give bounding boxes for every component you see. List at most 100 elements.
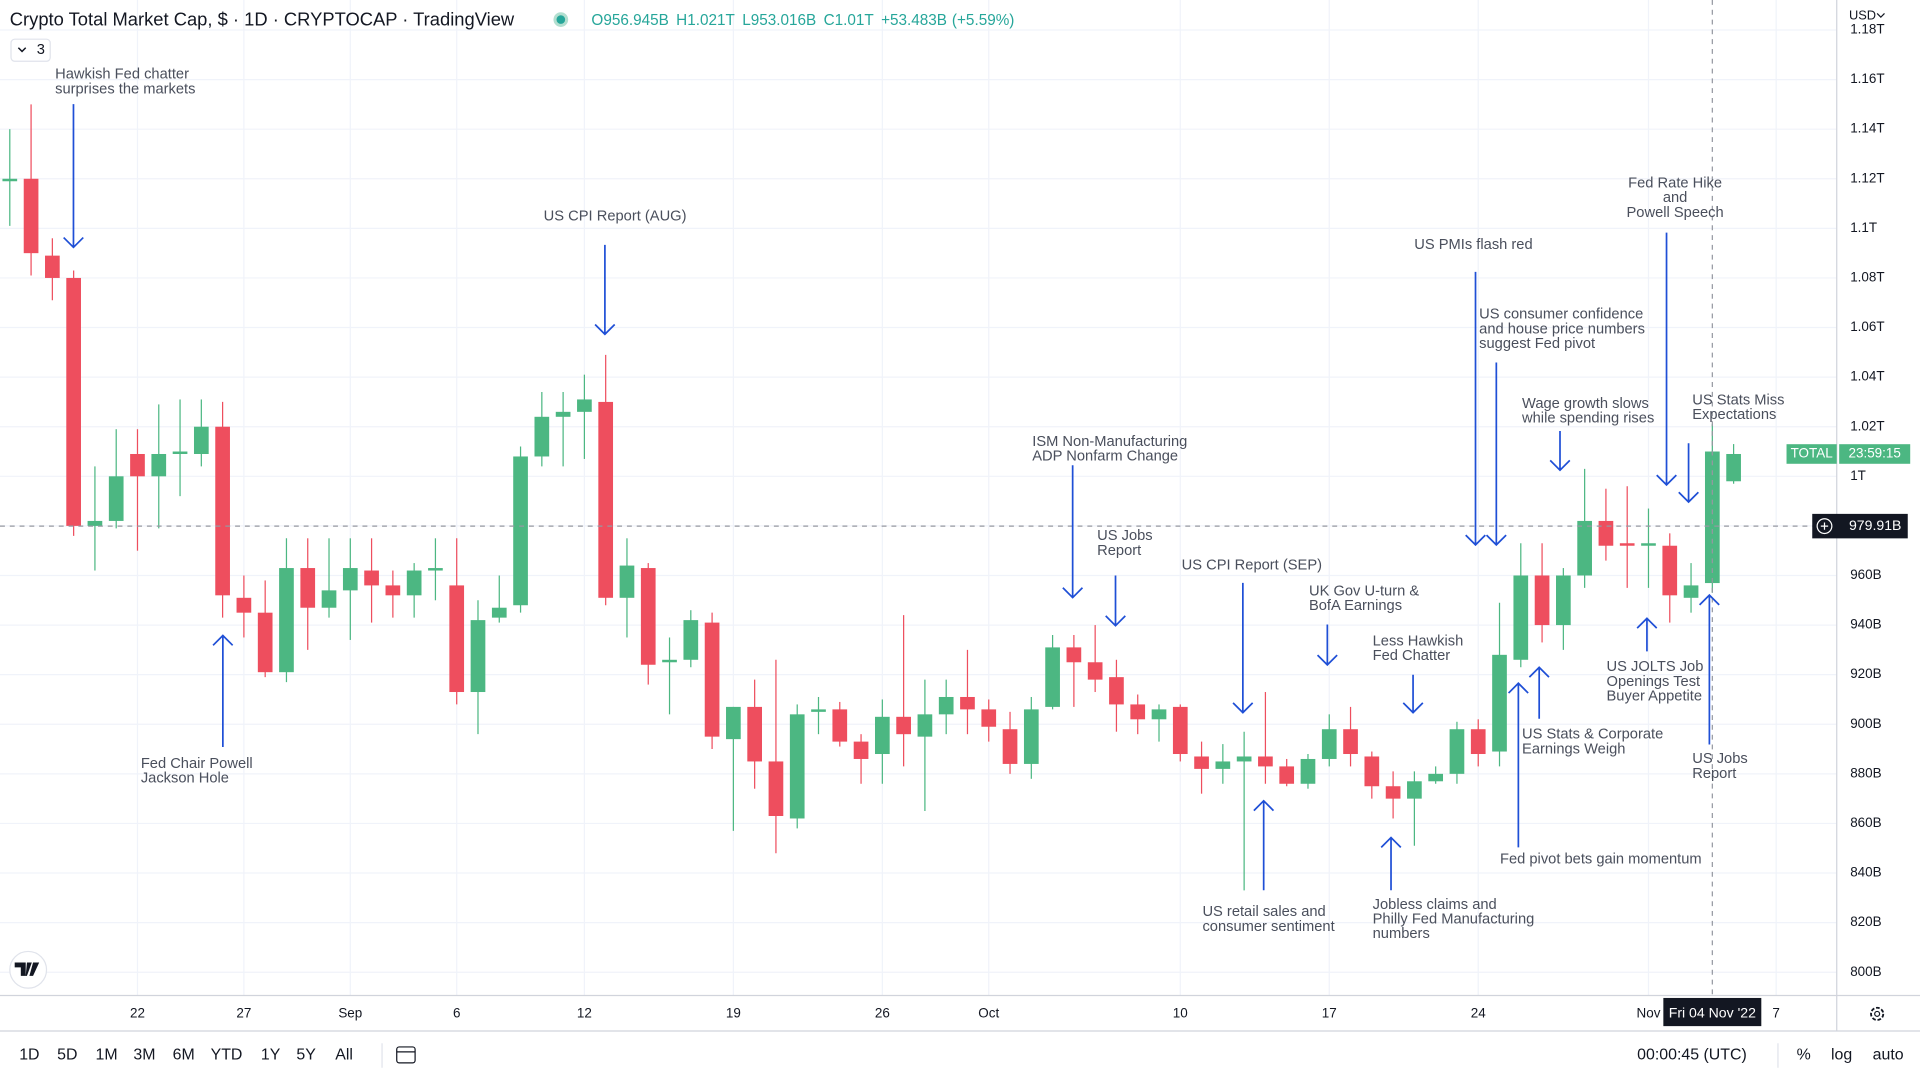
annotation-text: US CPI Report (AUG) (544, 209, 687, 225)
annotation-text: US retail sales and (1202, 904, 1325, 920)
candle-body (1598, 520, 1614, 546)
y-tick-label: 820B (1850, 914, 1881, 929)
candle-body (300, 568, 316, 608)
range-button[interactable]: YTD (211, 1047, 243, 1064)
scale-option[interactable]: auto (1873, 1047, 1904, 1064)
annotation-text: Fed Chair Powell (141, 756, 253, 772)
candle-body (577, 399, 592, 412)
annotation-text: Jackson Hole (141, 771, 229, 787)
grid (0, 0, 1837, 996)
candle-body (853, 741, 869, 759)
x-tick-label: 12 (577, 1005, 592, 1020)
candle-body (428, 568, 443, 571)
range-button[interactable]: 1M (95, 1047, 117, 1064)
annotation-text: Jobless claims and (1373, 897, 1497, 913)
y-tick-label: 960B (1850, 567, 1881, 582)
annotation-text: ADP Nonfarm Change (1032, 449, 1178, 465)
date-range-icon[interactable] (396, 1046, 416, 1064)
x-tick-label: Oct (978, 1005, 999, 1020)
x-tick-label: 19 (726, 1005, 741, 1020)
ohlc-legend: O956.945B H1.021T L953.016B C1.01T +53.483B (… (591, 12, 1014, 29)
annotation-arrow (1636, 617, 1658, 652)
clock: 00:00:45 (UTC) (1637, 1047, 1747, 1064)
candle-body (87, 520, 103, 526)
y-tick-label: 1.12T (1850, 170, 1884, 185)
symbol-box (1786, 444, 1837, 464)
range-button[interactable]: 1D (19, 1047, 39, 1064)
annotation-arrow (1402, 674, 1424, 714)
crosshair-plus[interactable] (1816, 518, 1833, 535)
chevron (17, 47, 27, 53)
range-button[interactable]: 5D (57, 1047, 77, 1064)
x-tick-label: 26 (875, 1005, 890, 1020)
y-tick-label: 860B (1850, 815, 1881, 830)
range-button[interactable]: 3M (133, 1047, 155, 1064)
candle-body (1172, 706, 1188, 755)
candle-body (1577, 520, 1592, 576)
candle-body (279, 568, 294, 673)
annotation-text: BofA Earnings (1309, 598, 1402, 614)
candle-body (619, 565, 635, 598)
candle-body (1066, 647, 1082, 663)
candle-body (364, 570, 379, 586)
annotation-arrow (1062, 465, 1084, 599)
range-button[interactable]: 5Y (296, 1047, 316, 1064)
candle-body (662, 659, 677, 663)
x-tick-label: Sep (338, 1005, 362, 1020)
candle-body (811, 709, 826, 712)
y-tick-label: 1.16T (1850, 71, 1884, 86)
annotation-text: Report (1692, 766, 1736, 782)
candle-body (130, 453, 145, 477)
candle-body (1556, 575, 1571, 626)
annotation-arrow (1507, 682, 1529, 848)
candle-body (1641, 543, 1656, 546)
annotation-text: Less Hawkish (1373, 634, 1464, 650)
candle-body (215, 426, 230, 596)
crosshair-date-box (1663, 997, 1762, 1027)
candle-body (491, 607, 507, 618)
annotation-text: numbers (1373, 926, 1430, 942)
candle-body (321, 590, 337, 608)
annotation-text: Fed Rate Hike (1628, 176, 1722, 192)
crosshair-plus-sign (1820, 522, 1829, 530)
annotation-arrow (1678, 443, 1699, 504)
annotation-arrow (1698, 593, 1720, 745)
annotation-text: Wage growth slows (1522, 396, 1649, 412)
annotation-text: Expectations (1692, 407, 1776, 423)
currency-chevron (1876, 13, 1885, 19)
candle-body (640, 568, 656, 665)
annotation-arrow (212, 634, 234, 747)
indicator-toggle[interactable] (10, 38, 51, 62)
settings[interactable] (1870, 1006, 1885, 1021)
annotation-arrow (63, 104, 84, 249)
y-tick-label: 800B (1850, 964, 1881, 979)
candle-body (704, 622, 720, 737)
scale-option[interactable]: % (1797, 1047, 1811, 1064)
candle-body (1151, 709, 1167, 720)
range-button[interactable]: 1Y (261, 1047, 281, 1064)
candle-body (1492, 654, 1507, 752)
candle-body (45, 255, 60, 278)
scale-option[interactable]: log (1831, 1047, 1852, 1064)
candle-body (1087, 662, 1103, 680)
y-tick-label: 840B (1850, 865, 1881, 880)
symbol-label: TOTAL (1791, 446, 1834, 461)
range-button[interactable]: All (335, 1047, 353, 1064)
candle-body (23, 178, 39, 254)
candle-body (236, 597, 252, 613)
annotation-text: US Jobs (1097, 528, 1153, 544)
currency[interactable]: USD (1849, 7, 1876, 22)
candle-body (406, 570, 422, 596)
annotation-text: while spending rises (1521, 411, 1654, 427)
range-button[interactable]: 6M (173, 1047, 195, 1064)
x-tick-label: 22 (130, 1005, 145, 1020)
chart-title: Crypto Total Market Cap, $ · 1D · CRYPTO… (10, 9, 515, 30)
candle-body (768, 761, 784, 816)
annotation-arrow (1105, 575, 1126, 627)
x-tick-label: Nov (1637, 1005, 1661, 1020)
annotation-text: Hawkish Fed chatter (55, 67, 189, 83)
candle-body (1194, 756, 1209, 769)
candle-body (66, 277, 81, 526)
